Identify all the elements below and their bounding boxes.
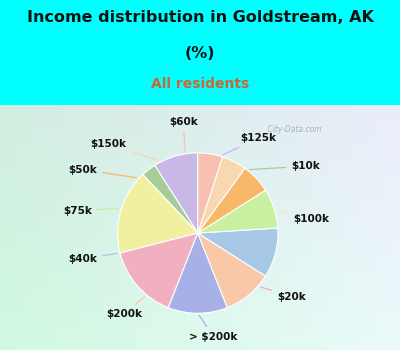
Text: City-Data.com: City-Data.com [264,125,321,134]
Wedge shape [118,175,198,253]
Text: Income distribution in Goldstream, AK: Income distribution in Goldstream, AK [26,10,374,26]
Text: $20k: $20k [260,287,306,302]
Text: $10k: $10k [250,161,320,171]
Wedge shape [120,233,198,308]
Wedge shape [168,233,227,313]
Wedge shape [143,165,198,233]
Text: $100k: $100k [278,211,329,224]
Wedge shape [198,228,278,276]
Text: $50k: $50k [69,164,136,178]
Text: All residents: All residents [151,77,249,91]
Wedge shape [198,190,278,233]
Wedge shape [198,157,245,233]
Wedge shape [198,233,266,308]
Text: $200k: $200k [106,297,144,319]
Text: $40k: $40k [69,253,117,264]
Text: $150k: $150k [91,139,159,161]
Text: $75k: $75k [63,206,119,216]
Text: > $200k: > $200k [189,316,238,342]
Text: (%): (%) [185,46,215,61]
Text: $60k: $60k [169,117,198,151]
Wedge shape [198,153,222,233]
Wedge shape [155,153,198,233]
Text: $125k: $125k [223,133,276,155]
Wedge shape [198,168,266,233]
